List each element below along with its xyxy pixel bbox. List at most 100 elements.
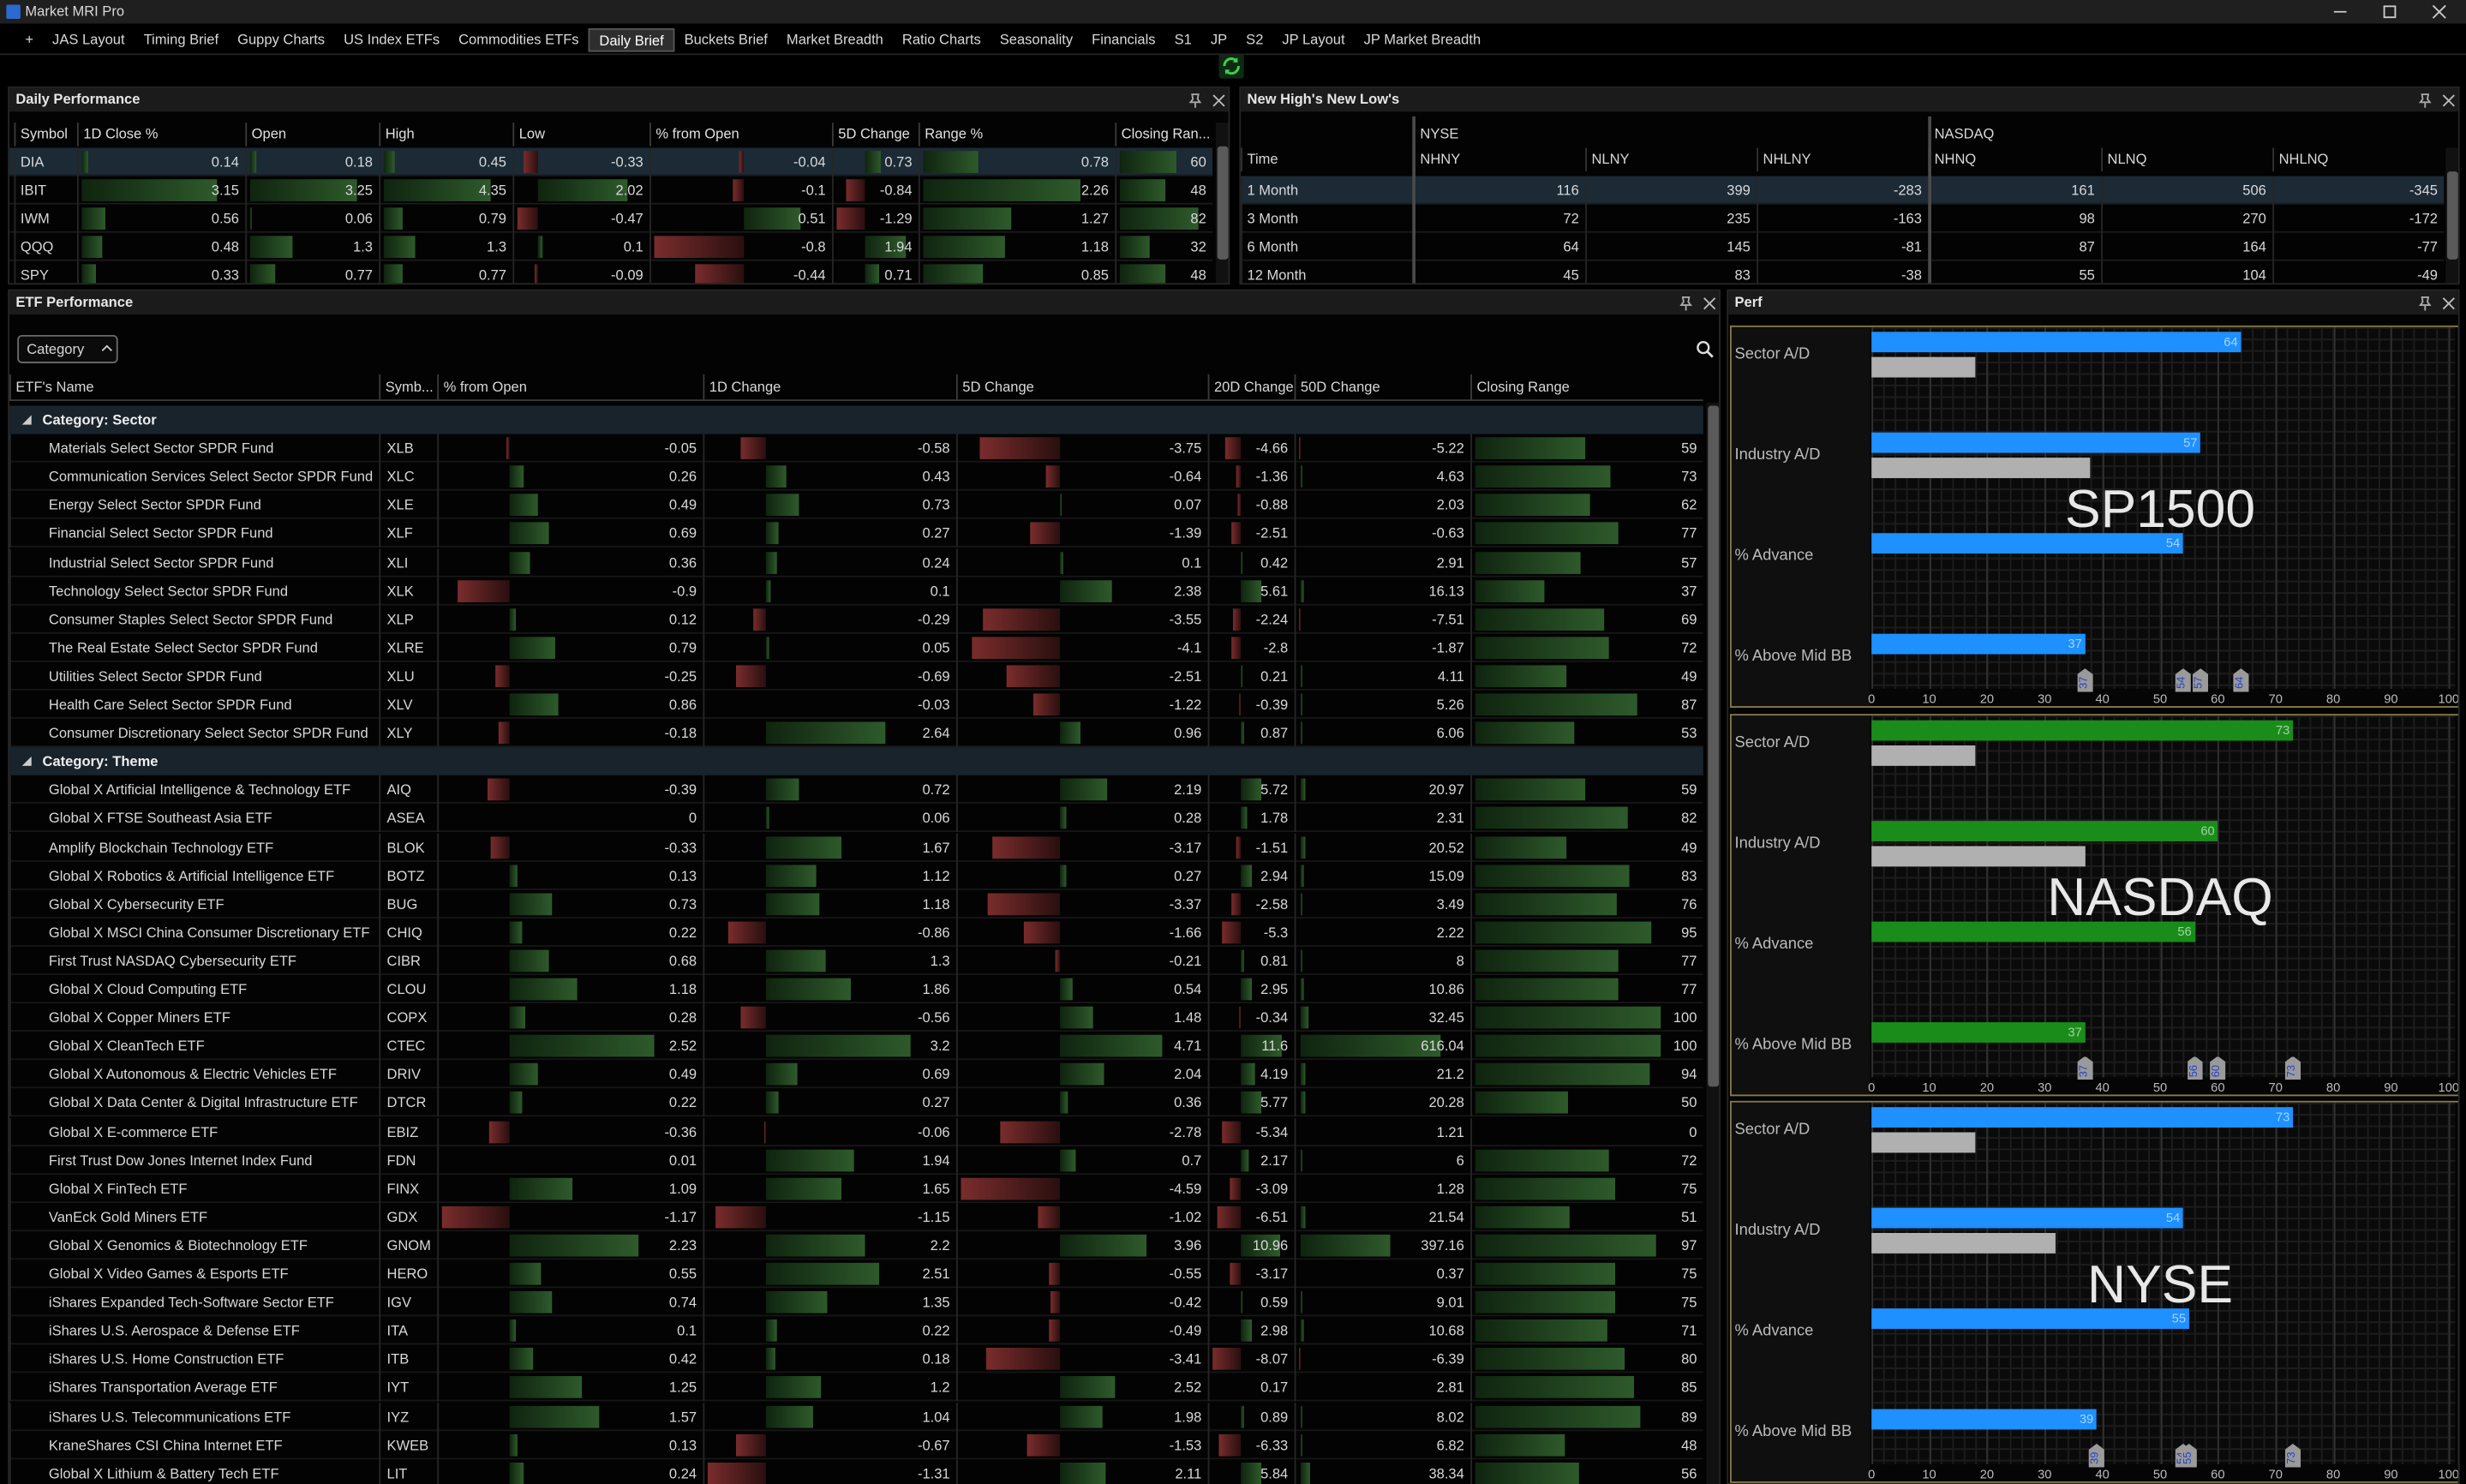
- table-row[interactable]: [9, 691, 1703, 719]
- column-header[interactable]: Closing Ran...: [1115, 123, 1212, 147]
- column-header[interactable]: Range %: [918, 123, 1115, 147]
- table-row[interactable]: [9, 1203, 1703, 1231]
- pin-button[interactable]: [2415, 294, 2434, 313]
- table-row[interactable]: [9, 205, 1213, 233]
- tab[interactable]: JP Layout: [1282, 31, 1345, 48]
- column-header[interactable]: NHLNQ: [2272, 147, 2444, 172]
- table-row[interactable]: [1241, 176, 2445, 205]
- column-header[interactable]: Open: [245, 123, 379, 147]
- column-header[interactable]: 20D Change: [1207, 374, 1295, 402]
- column-header[interactable]: % from Open: [649, 123, 832, 147]
- table-row[interactable]: [9, 975, 1703, 1004]
- table-row[interactable]: [9, 1061, 1703, 1089]
- column-header[interactable]: Symbol: [14, 123, 77, 147]
- table-row[interactable]: [9, 719, 1703, 748]
- table-row[interactable]: [9, 1146, 1703, 1175]
- tab[interactable]: Seasonality: [999, 31, 1074, 48]
- table-row[interactable]: [9, 1089, 1703, 1118]
- column-header[interactable]: NHNQ: [1928, 147, 2101, 172]
- collapse-toggle[interactable]: [19, 410, 38, 429]
- close[interactable]: [2432, 4, 2446, 19]
- table-row[interactable]: [9, 1260, 1703, 1289]
- restore[interactable]: [2383, 5, 2397, 19]
- table-row[interactable]: [9, 775, 1703, 805]
- pin-button[interactable]: [1186, 91, 1205, 110]
- table-row[interactable]: [9, 889, 1703, 919]
- table-row[interactable]: [9, 1431, 1703, 1459]
- column-header[interactable]: Closing Range: [1470, 374, 1703, 402]
- pin-button[interactable]: [1677, 294, 1696, 313]
- tab[interactable]: JP Market Breadth: [1363, 31, 1481, 48]
- table-row[interactable]: [9, 605, 1703, 634]
- column-header[interactable]: ETF's Name: [9, 374, 380, 402]
- table-row[interactable]: [9, 833, 1703, 862]
- table-row[interactable]: [9, 519, 1703, 548]
- column-header[interactable]: NHNY: [1414, 147, 1585, 172]
- table-row[interactable]: [9, 1288, 1703, 1317]
- column-header[interactable]: Symb...: [379, 374, 438, 402]
- close-button[interactable]: [1209, 91, 1228, 110]
- table-row[interactable]: [9, 1117, 1703, 1146]
- column-header[interactable]: 5D Change: [955, 374, 1208, 402]
- column-header[interactable]: NLNY: [1585, 147, 1757, 172]
- column-header[interactable]: NHLNY: [1757, 147, 1928, 172]
- table-row[interactable]: [9, 434, 1703, 463]
- collapse-toggle[interactable]: [19, 752, 38, 771]
- tab[interactable]: Timing Brief: [143, 31, 219, 48]
- tab[interactable]: Financials: [1092, 31, 1156, 48]
- table-row[interactable]: [9, 1345, 1703, 1374]
- refresh-button[interactable]: [1218, 53, 1244, 79]
- category-dropdown[interactable]: Category: [17, 334, 118, 363]
- tab[interactable]: Market Breadth: [786, 31, 883, 48]
- table-row[interactable]: [9, 1032, 1703, 1061]
- tab[interactable]: JAS Layout: [52, 31, 125, 48]
- window-controls[interactable]: [2327, 2, 2459, 22]
- table-row[interactable]: [9, 662, 1703, 691]
- table-row[interactable]: [1241, 233, 2445, 261]
- table-row[interactable]: [9, 805, 1703, 833]
- table-row[interactable]: [9, 947, 1703, 975]
- table-row[interactable]: [9, 577, 1703, 606]
- tab[interactable]: S1: [1174, 31, 1192, 48]
- table-row[interactable]: [9, 1373, 1703, 1403]
- search-button[interactable]: [1696, 339, 1715, 358]
- group-row[interactable]: Category: Theme: [9, 747, 1703, 776]
- table-row[interactable]: [9, 861, 1703, 890]
- column-header[interactable]: 5D Change: [831, 123, 919, 147]
- close-button[interactable]: [2439, 294, 2458, 313]
- table-row[interactable]: [9, 919, 1703, 947]
- tab[interactable]: Ratio Charts: [901, 31, 981, 48]
- table-row[interactable]: [9, 491, 1703, 520]
- tab[interactable]: Commodities ETFs: [458, 31, 579, 48]
- pin-button[interactable]: [2415, 91, 2434, 110]
- column-header[interactable]: High: [379, 123, 512, 147]
- table-row[interactable]: [9, 1175, 1703, 1203]
- tab[interactable]: Guppy Charts: [237, 31, 326, 48]
- close-button[interactable]: [1700, 294, 1719, 313]
- column-header[interactable]: NLNQ: [2101, 147, 2272, 172]
- tab[interactable]: +: [25, 31, 34, 48]
- column-header[interactable]: Low: [512, 123, 649, 147]
- table-row[interactable]: [9, 147, 1213, 177]
- table-row[interactable]: [9, 177, 1213, 205]
- table-row[interactable]: [9, 633, 1703, 662]
- table-row[interactable]: [1241, 205, 2445, 233]
- table-row[interactable]: [9, 463, 1703, 492]
- column-header[interactable]: 1D Close %: [76, 123, 245, 147]
- column-header[interactable]: 50D Change: [1294, 374, 1471, 402]
- column-header[interactable]: Time: [1241, 147, 1414, 172]
- tab[interactable]: S2: [1246, 31, 1264, 48]
- table-row[interactable]: [9, 1317, 1703, 1345]
- column-header[interactable]: % from Open: [437, 374, 703, 402]
- tab[interactable]: Buckets Brief: [684, 31, 768, 48]
- table-row[interactable]: [9, 1231, 1703, 1260]
- group-row[interactable]: Category: Sector: [9, 405, 1703, 434]
- table-row[interactable]: [9, 548, 1703, 577]
- tab[interactable]: US Index ETFs: [344, 31, 440, 48]
- table-row[interactable]: [9, 233, 1213, 261]
- table-row[interactable]: [9, 1003, 1703, 1032]
- column-header[interactable]: 1D Change: [703, 374, 956, 402]
- tab[interactable]: JP: [1210, 31, 1228, 48]
- close-button[interactable]: [2439, 91, 2458, 110]
- tab[interactable]: Daily Brief: [588, 28, 675, 52]
